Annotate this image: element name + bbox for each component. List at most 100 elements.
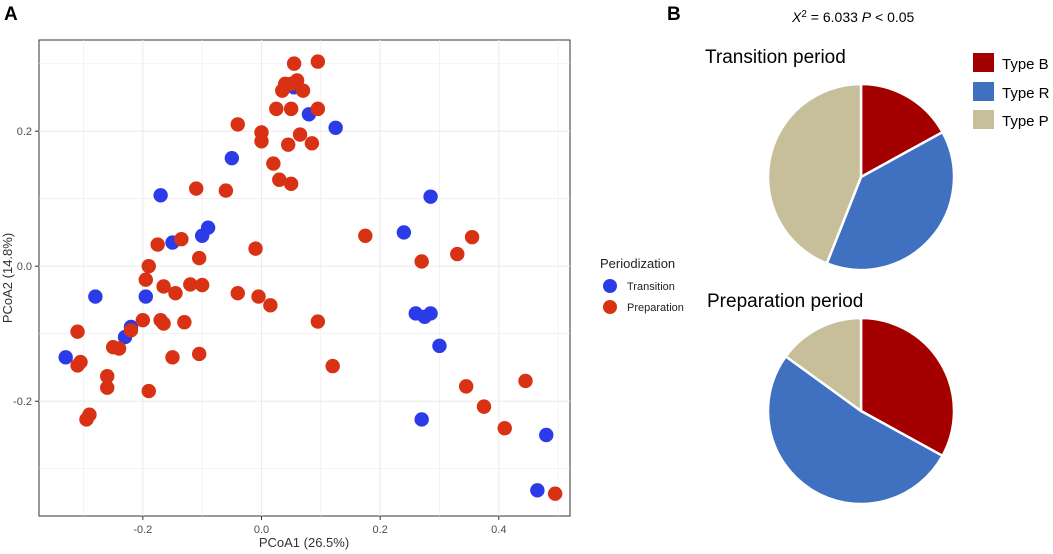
point-preparation xyxy=(497,421,512,436)
point-transition xyxy=(138,289,153,304)
point-preparation xyxy=(111,341,127,356)
y-tick-label: -0.2 xyxy=(13,396,32,408)
point-preparation xyxy=(168,285,183,301)
point-preparation xyxy=(138,272,153,287)
pcoa-scatter-plot: -0.2 0.0 0.2 0.4 -0.2 0.0 0.2 PCoA1 (26.5%) PC… xyxy=(0,39,571,550)
point-preparation xyxy=(547,486,563,501)
point-preparation xyxy=(283,176,299,192)
point-preparation xyxy=(310,54,326,69)
point-preparation xyxy=(191,346,207,362)
point-preparation xyxy=(283,101,299,117)
point-preparation xyxy=(230,117,245,132)
legend-marker-preparation xyxy=(603,300,617,314)
point-preparation xyxy=(254,125,269,140)
point-preparation xyxy=(304,136,320,151)
pie-chart-transition xyxy=(766,82,956,272)
point-preparation xyxy=(230,285,245,301)
point-preparation xyxy=(156,279,171,294)
point-preparation xyxy=(141,383,156,399)
y-tick-label: 0.2 xyxy=(17,126,32,138)
point-preparation xyxy=(325,358,340,374)
point-preparation xyxy=(251,289,266,304)
point-preparation xyxy=(70,324,85,339)
point-preparation xyxy=(191,250,207,266)
point-preparation xyxy=(518,373,533,389)
pie-legend-swatch-type-r xyxy=(973,82,994,101)
y-axis-title: PCoA2 (14.8%) xyxy=(0,233,15,323)
point-preparation xyxy=(286,56,302,71)
point-preparation xyxy=(135,312,151,328)
pie-title-preparation: Preparation period xyxy=(707,291,863,312)
legend-marker-transition xyxy=(603,279,617,293)
point-preparation xyxy=(123,323,139,338)
axis-ticks: -0.2 0.0 0.2 0.4 -0.2 0.0 0.2 xyxy=(13,126,506,536)
panel-label-a: A xyxy=(4,4,18,25)
pie-slice-type-r xyxy=(825,130,956,272)
point-preparation xyxy=(100,369,115,384)
legend-title: Periodization xyxy=(600,256,675,271)
point-preparation xyxy=(183,277,198,292)
pie-slice-type-p xyxy=(766,82,863,265)
point-transition xyxy=(224,150,240,166)
pie-slice-type-p xyxy=(784,316,863,413)
pie-slice-type-b xyxy=(859,82,944,179)
point-preparation xyxy=(310,101,326,117)
point-preparation xyxy=(272,172,287,187)
point-preparation xyxy=(450,246,465,262)
point-preparation xyxy=(189,181,204,196)
point-preparation xyxy=(165,350,180,365)
point-preparation xyxy=(269,101,284,117)
pie-title-transition: Transition period xyxy=(705,47,846,68)
point-transition xyxy=(200,220,216,235)
point-preparation xyxy=(414,254,429,269)
pie-legend: Type B Type R Type P xyxy=(973,53,1050,130)
x-tick-label: 0.0 xyxy=(254,524,269,536)
point-preparation xyxy=(100,380,115,395)
point-preparation xyxy=(476,399,492,414)
panel-label-b: B xyxy=(667,4,681,25)
point-preparation xyxy=(156,316,171,331)
point-preparation xyxy=(464,229,480,245)
point-preparation xyxy=(358,228,373,244)
scatter-legend: Periodization Transition Preparation xyxy=(600,256,684,314)
y-tick-label: 0.0 xyxy=(17,261,32,273)
pie-slice-type-b xyxy=(859,316,956,458)
pie-legend-swatch-type-b xyxy=(973,53,994,72)
p-value: < 0.05 xyxy=(871,9,914,25)
point-transition xyxy=(530,483,545,498)
point-transition xyxy=(58,350,73,365)
point-preparation xyxy=(310,314,326,329)
point-transition xyxy=(432,338,447,354)
point-transition xyxy=(414,412,429,427)
point-preparation xyxy=(458,379,474,394)
legend-label-transition: Transition xyxy=(627,281,675,293)
point-preparation xyxy=(73,354,88,370)
point-preparation xyxy=(218,183,234,198)
point-transition xyxy=(423,306,438,321)
point-preparation xyxy=(150,237,165,252)
pie-legend-label-type-b: Type B xyxy=(1002,56,1049,73)
point-preparation xyxy=(82,407,97,422)
chi-power: 2 xyxy=(801,9,807,20)
chi-square-statistic: X2 = 6.033 P < 0.05 xyxy=(791,9,915,25)
point-preparation xyxy=(263,298,278,313)
point-preparation xyxy=(177,315,192,330)
grid-lines xyxy=(39,40,570,516)
point-preparation xyxy=(141,258,156,274)
point-preparation xyxy=(248,241,263,256)
pie-chart-preparation xyxy=(766,316,956,506)
x-axis-title: PCoA1 (26.5%) xyxy=(259,535,349,550)
chi-value: = 6.033 xyxy=(807,9,862,25)
chi-symbol: X xyxy=(791,9,802,25)
x-tick-label: -0.2 xyxy=(133,524,152,536)
point-transition xyxy=(153,188,168,203)
point-preparation xyxy=(295,83,311,98)
point-transition xyxy=(539,427,554,443)
point-preparation xyxy=(292,127,308,142)
pie-legend-swatch-type-p xyxy=(973,110,994,129)
pie-slice-type-r xyxy=(766,355,944,506)
point-transition xyxy=(423,189,438,204)
pie-legend-label-type-r: Type R xyxy=(1002,85,1050,102)
point-preparation xyxy=(280,137,296,152)
